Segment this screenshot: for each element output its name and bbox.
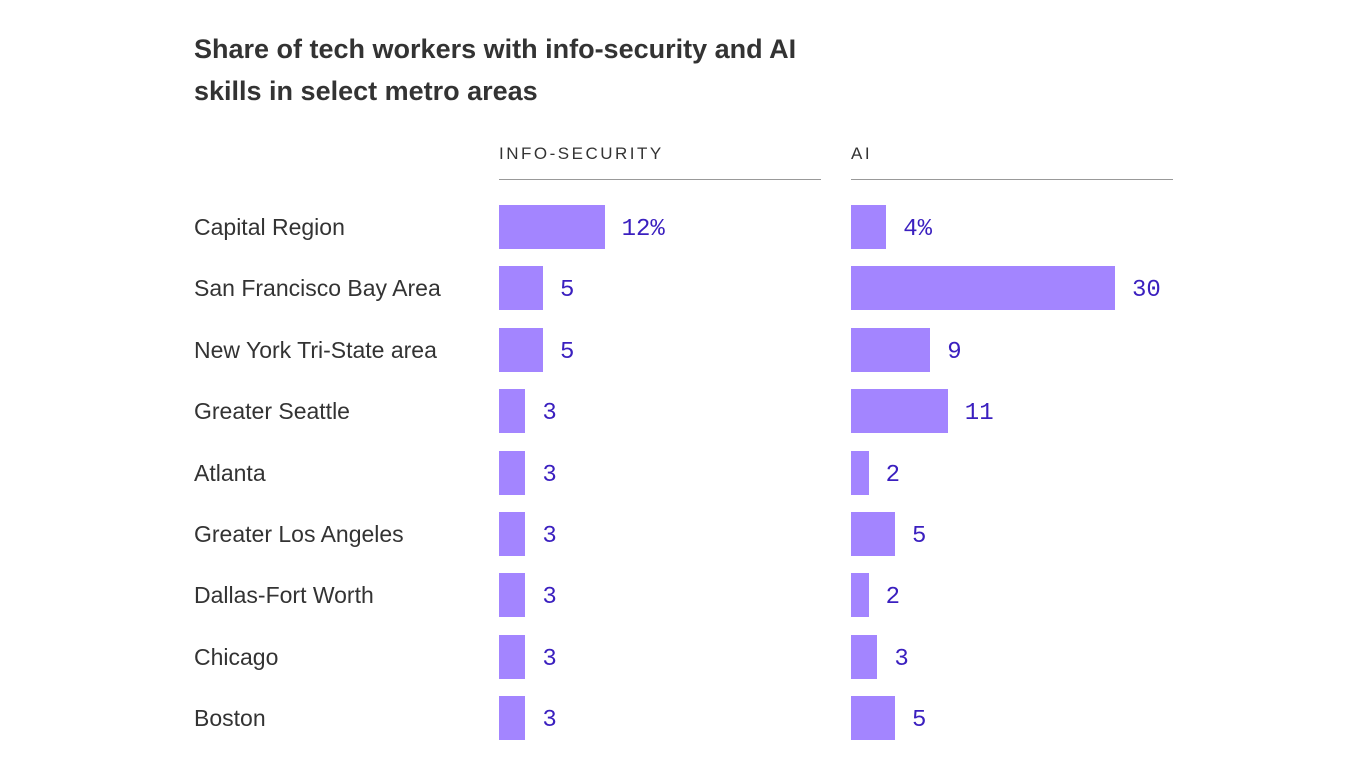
bar <box>851 696 895 741</box>
bar <box>851 389 948 434</box>
data-label: 30 <box>1132 277 1161 305</box>
category-label: Greater Los Angeles <box>194 521 404 547</box>
column-rule <box>851 179 1173 180</box>
data-label: 12% <box>621 216 665 243</box>
bar <box>851 266 1115 311</box>
bar <box>851 450 869 495</box>
data-label: 3 <box>542 707 557 735</box>
data-label: 2 <box>885 584 900 612</box>
category-label: San Francisco Bay Area <box>194 275 441 302</box>
column-header: AI <box>851 144 873 163</box>
data-label: 11 <box>964 400 994 428</box>
bar <box>851 634 878 679</box>
column-header: INFO-SECURITY <box>499 144 664 163</box>
data-label: 3 <box>542 523 557 550</box>
bar <box>851 573 869 618</box>
data-label: 5 <box>912 707 927 735</box>
data-label: 2 <box>885 461 900 489</box>
chart-title: Share of tech workers with info-security… <box>194 34 797 106</box>
category-label: Chicago <box>194 643 279 670</box>
bar <box>851 512 895 556</box>
bar <box>499 573 526 618</box>
category-label: Dallas-Fort Worth <box>194 582 374 609</box>
category-label: Capital Region <box>194 214 345 240</box>
category-label: New York Tri-State area <box>194 336 437 363</box>
bar <box>499 389 526 434</box>
data-label: 5 <box>560 277 575 305</box>
data-label: 3 <box>542 400 557 428</box>
category-label: Greater Seattle <box>194 398 350 425</box>
data-label: 3 <box>542 584 557 612</box>
category-label: Boston <box>194 705 266 732</box>
column-rule <box>499 179 821 180</box>
bar <box>499 634 526 679</box>
data-label: 5 <box>560 338 575 366</box>
data-label: 4% <box>903 216 932 243</box>
bar <box>499 266 543 311</box>
bar <box>851 327 931 372</box>
data-label: 3 <box>542 645 557 673</box>
data-label: 3 <box>542 461 557 489</box>
data-label: 5 <box>912 523 927 550</box>
category-label: Atlanta <box>194 459 266 486</box>
bar <box>499 696 526 741</box>
data-label: 3 <box>894 645 909 673</box>
bar <box>499 327 543 372</box>
bar <box>851 205 887 249</box>
data-label: 9 <box>947 338 962 366</box>
bar <box>499 205 605 249</box>
bar <box>499 450 526 495</box>
bar <box>499 512 526 556</box>
